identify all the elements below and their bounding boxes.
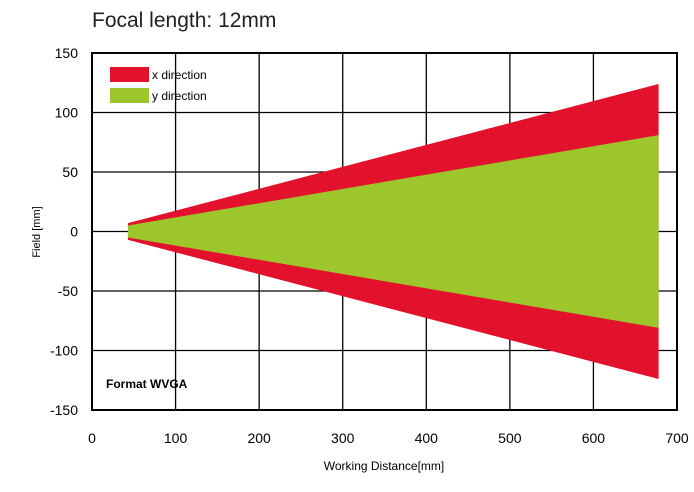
x-tick-label: 0 (88, 430, 96, 446)
plot-areas (127, 83, 659, 380)
legend-label: x direction (152, 68, 207, 82)
area-y-direction (127, 135, 659, 328)
x-tick-label: 700 (665, 430, 689, 446)
y-tick-labels: 150 100 50 0 -50 -100 -150 (50, 45, 78, 418)
chart-title: Focal length: 12mm (92, 9, 276, 32)
plot-frame (91, 52, 678, 411)
y-tick-label: 50 (62, 164, 78, 180)
x-tick-label: 400 (415, 430, 439, 446)
y-tick-label: -50 (58, 283, 78, 299)
x-tick-label: 100 (164, 430, 188, 446)
y-tick-label: -100 (50, 343, 78, 359)
x-tick-labels: 0 100 200 300 400 500 600 700 (88, 430, 689, 446)
x-tick-label: 300 (331, 430, 355, 446)
y-tick-label: -150 (50, 402, 78, 418)
legend-swatch (110, 88, 149, 103)
legend: x direction y direction (110, 67, 207, 103)
y-tick-label: 100 (55, 105, 79, 121)
y-axis-label: Field [mm] (31, 206, 43, 257)
x-tick-label: 500 (498, 430, 522, 446)
format-annotation: Format WVGA (106, 377, 188, 391)
x-tick-label: 600 (582, 430, 606, 446)
y-tick-label: 150 (55, 45, 79, 61)
legend-label: y direction (152, 89, 207, 103)
x-tick-label: 200 (247, 430, 271, 446)
x-axis-label: Working Distance[mm] (324, 459, 444, 473)
y-tick-label: 0 (70, 224, 78, 240)
legend-swatch (110, 67, 149, 82)
